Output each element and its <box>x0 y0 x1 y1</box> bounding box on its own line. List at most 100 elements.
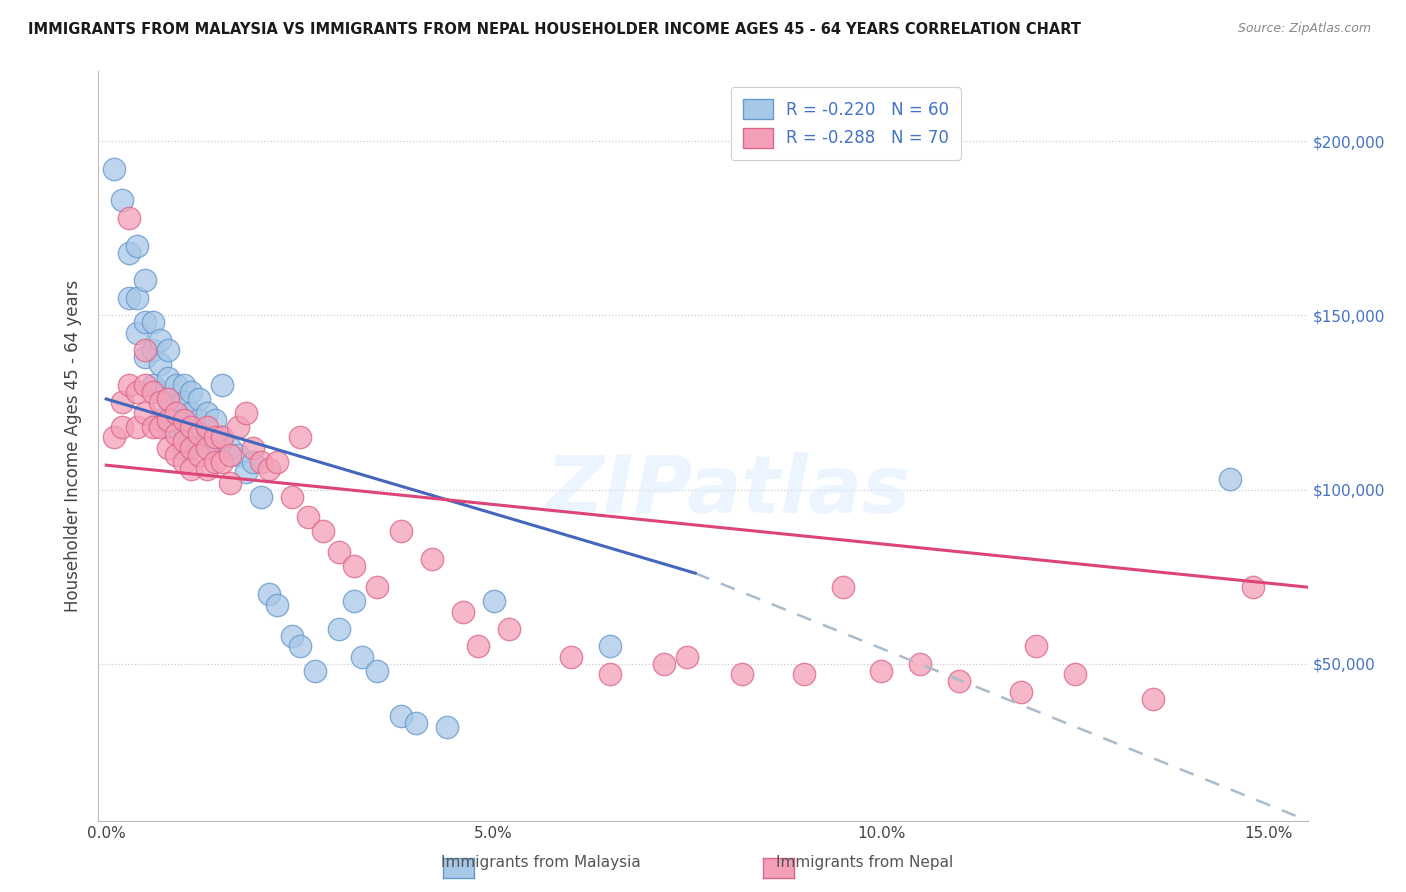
Point <box>281 490 304 504</box>
Text: Immigrants from Malaysia: Immigrants from Malaysia <box>441 855 641 870</box>
Point <box>157 371 180 385</box>
Point <box>599 640 621 654</box>
Point <box>793 667 815 681</box>
Point <box>188 448 211 462</box>
Point <box>498 622 520 636</box>
Point <box>195 406 218 420</box>
Point <box>366 580 388 594</box>
Point <box>142 343 165 358</box>
Point <box>312 524 335 539</box>
Point <box>173 420 195 434</box>
Point <box>343 559 366 574</box>
Point <box>149 384 172 399</box>
Point <box>134 343 156 358</box>
Point <box>173 434 195 448</box>
Point <box>134 315 156 329</box>
Point <box>134 378 156 392</box>
Point <box>149 420 172 434</box>
Point <box>127 326 149 340</box>
Point <box>350 649 373 664</box>
Point <box>288 430 311 444</box>
Point <box>204 437 226 451</box>
Point <box>180 420 202 434</box>
Point <box>389 524 412 539</box>
Point <box>482 594 505 608</box>
Point <box>165 426 187 441</box>
Point <box>173 413 195 427</box>
Point <box>1064 667 1087 681</box>
Point <box>111 395 134 409</box>
Point <box>149 357 172 371</box>
Point <box>111 194 134 208</box>
Point <box>266 455 288 469</box>
Point <box>188 426 211 441</box>
Point <box>219 448 242 462</box>
Point <box>219 441 242 455</box>
Point <box>405 716 427 731</box>
Point <box>157 420 180 434</box>
Point <box>211 430 233 444</box>
Point <box>134 273 156 287</box>
Point <box>165 406 187 420</box>
Point <box>142 315 165 329</box>
Point <box>149 395 172 409</box>
Point <box>211 378 233 392</box>
Point <box>328 545 350 559</box>
Point <box>1241 580 1264 594</box>
Point <box>1219 472 1241 486</box>
Point <box>142 420 165 434</box>
Text: IMMIGRANTS FROM MALAYSIA VS IMMIGRANTS FROM NEPAL HOUSEHOLDER INCOME AGES 45 - 6: IMMIGRANTS FROM MALAYSIA VS IMMIGRANTS F… <box>28 22 1081 37</box>
Point <box>235 406 257 420</box>
Point <box>188 392 211 406</box>
Point <box>188 437 211 451</box>
Point <box>211 455 233 469</box>
Point <box>195 461 218 475</box>
Text: Immigrants from Nepal: Immigrants from Nepal <box>776 855 953 870</box>
Point <box>157 441 180 455</box>
Y-axis label: Householder Income Ages 45 - 64 years: Householder Income Ages 45 - 64 years <box>65 280 83 612</box>
Point <box>103 430 125 444</box>
Point <box>142 378 165 392</box>
Point <box>157 343 180 358</box>
Point <box>257 461 280 475</box>
Point <box>288 640 311 654</box>
Point <box>366 664 388 678</box>
Point <box>157 392 180 406</box>
Point <box>118 211 141 225</box>
Point <box>560 649 582 664</box>
Point <box>242 455 264 469</box>
Point <box>420 552 443 566</box>
Point <box>127 238 149 252</box>
Point <box>157 392 180 406</box>
Point <box>204 455 226 469</box>
Point <box>328 622 350 636</box>
Point <box>173 395 195 409</box>
Text: ZIPatlas: ZIPatlas <box>544 452 910 530</box>
Point <box>1142 691 1164 706</box>
Point <box>149 413 172 427</box>
Point <box>451 605 474 619</box>
Point <box>281 629 304 643</box>
Point <box>173 441 195 455</box>
Point <box>948 674 970 689</box>
Point <box>219 475 242 490</box>
Point <box>180 461 202 475</box>
Point <box>173 378 195 392</box>
Point <box>436 720 458 734</box>
Point <box>226 420 249 434</box>
Point <box>908 657 931 671</box>
Point <box>142 384 165 399</box>
Point <box>180 430 202 444</box>
Point <box>204 430 226 444</box>
Point <box>180 384 202 399</box>
Point <box>180 441 202 455</box>
Point <box>111 420 134 434</box>
Point <box>211 430 233 444</box>
Point <box>250 490 273 504</box>
Point <box>204 413 226 427</box>
Point <box>831 580 853 594</box>
Point <box>118 378 141 392</box>
Point <box>127 291 149 305</box>
Point <box>1010 684 1032 698</box>
Legend: R = -0.220   N = 60, R = -0.288   N = 70: R = -0.220 N = 60, R = -0.288 N = 70 <box>731 87 960 160</box>
